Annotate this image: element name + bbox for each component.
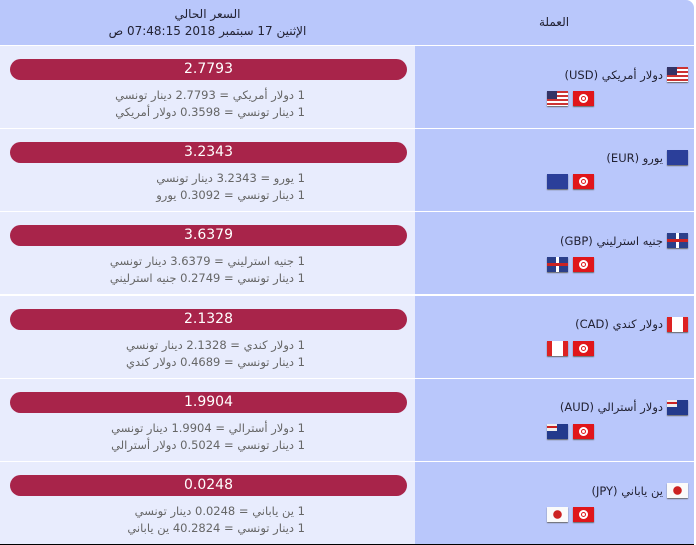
flag-pair bbox=[547, 91, 594, 106]
usd-flag-icon bbox=[667, 67, 688, 82]
aud-flag-icon bbox=[667, 399, 688, 415]
rate-cell: 2.1328 1 دولار كندي = 2.1328 دينار تونسي… bbox=[0, 295, 415, 378]
table-header: السعر الحالي الإثنين 17 سبتمبر 2018 07:4… bbox=[0, 0, 694, 45]
rate-bar: 3.6379 bbox=[10, 225, 407, 247]
cad-flag-icon bbox=[667, 316, 688, 332]
table-row: 3.2343 1 يورو = 3.2343 دينار تونسي 1 دين… bbox=[0, 128, 694, 212]
currency-name[interactable]: دولار أسترالي (AUD) bbox=[559, 399, 688, 415]
conversion-line: 1 دولار أمريكي = 2.7793 دينار تونسي bbox=[115, 88, 305, 102]
rate-bar: 2.1328 bbox=[10, 308, 407, 330]
gbp-flag-icon bbox=[667, 233, 688, 249]
conversion-line: 1 دولار أسترالي = 1.9904 دينار تونسي bbox=[111, 420, 305, 435]
currency-cell: دولار أمريكي (USD) bbox=[415, 46, 694, 128]
eur-flag-icon[interactable] bbox=[547, 174, 568, 190]
cad-flag-icon[interactable] bbox=[547, 340, 568, 356]
flag-pair bbox=[547, 507, 594, 522]
rate-bar: 1.9904 bbox=[10, 391, 407, 413]
currency-label: دولار أسترالي (AUD) bbox=[559, 400, 663, 415]
currency-cell: دولار أسترالي (AUD) bbox=[415, 378, 694, 461]
tunisia-flag-icon[interactable] bbox=[573, 507, 594, 522]
conversion-line: 1 دينار تونسي = 0.3598 دولار أمريكي bbox=[115, 105, 305, 119]
rate-cell: 2.7793 1 دولار أمريكي = 2.7793 دينار تون… bbox=[0, 46, 415, 128]
current-price-label: السعر الحالي bbox=[174, 7, 241, 21]
conversion-line: 1 دولار كندي = 2.1328 دينار تونسي bbox=[126, 337, 305, 352]
table-row: 2.7793 1 دولار أمريكي = 2.7793 دينار تون… bbox=[0, 45, 694, 128]
conversion-line: 1 دينار تونسي = 40.2824 ين ياباني bbox=[127, 521, 305, 535]
currency-label: دولار كندي (CAD) bbox=[575, 317, 663, 332]
currency-name[interactable]: دولار كندي (CAD) bbox=[575, 316, 688, 332]
conversion-line: 1 دينار تونسي = 0.2749 جنيه استرليني bbox=[109, 271, 305, 286]
tunisia-flag-icon[interactable] bbox=[573, 174, 594, 190]
tunisia-flag-icon[interactable] bbox=[573, 91, 594, 106]
rate-bar: 3.2343 bbox=[10, 142, 407, 164]
jpy-flag-icon bbox=[667, 483, 688, 498]
rate-cell: 3.6379 1 جنيه استرليني = 3.6379 دينار تو… bbox=[0, 212, 415, 295]
currency-name[interactable]: جنيه استرليني (GBP) bbox=[560, 233, 688, 249]
currency-name[interactable]: دولار أمريكي (USD) bbox=[564, 67, 688, 82]
current-price-header: السعر الحالي الإثنين 17 سبتمبر 2018 07:4… bbox=[0, 6, 415, 40]
rate-cell: 0.0248 1 ين ياباني = 0.0248 دينار تونسي … bbox=[0, 462, 415, 544]
currency-label: يورو (EUR) bbox=[606, 150, 663, 165]
conversion-line: 1 يورو = 3.2343 دينار تونسي bbox=[156, 171, 305, 186]
rate-cell: 3.2343 1 يورو = 3.2343 دينار تونسي 1 دين… bbox=[0, 129, 415, 212]
table-row: 1.9904 1 دولار أسترالي = 1.9904 دينار تو… bbox=[0, 377, 694, 461]
currency-label: ين ياباني (JPY) bbox=[591, 483, 663, 498]
gbp-flag-icon[interactable] bbox=[547, 257, 568, 273]
table-row: 2.1328 1 دولار كندي = 2.1328 دينار تونسي… bbox=[0, 294, 694, 378]
currency-column-header: العملة bbox=[538, 15, 570, 29]
datetime: الإثنين 17 سبتمبر 2018 07:48:15 ص bbox=[108, 24, 307, 38]
conversion-line: 1 جنيه استرليني = 3.6379 دينار تونسي bbox=[109, 254, 305, 269]
currency-cell: جنيه استرليني (GBP) bbox=[415, 212, 694, 295]
currency-name[interactable]: يورو (EUR) bbox=[606, 150, 688, 166]
jpy-flag-icon[interactable] bbox=[547, 507, 568, 522]
table-row: 3.6379 1 جنيه استرليني = 3.6379 دينار تو… bbox=[0, 211, 694, 295]
flag-pair bbox=[547, 174, 594, 190]
aud-flag-icon[interactable] bbox=[547, 423, 568, 439]
rate-cell: 1.9904 1 دولار أسترالي = 1.9904 دينار تو… bbox=[0, 378, 415, 461]
conversion-line: 1 دينار تونسي = 0.5024 دولار أسترالي bbox=[111, 437, 305, 452]
currency-cell: ين ياباني (JPY) bbox=[415, 462, 694, 544]
flag-pair bbox=[547, 423, 594, 439]
usd-flag-icon[interactable] bbox=[547, 91, 568, 106]
currency-label: جنيه استرليني (GBP) bbox=[560, 233, 663, 248]
currency-label: دولار أمريكي (USD) bbox=[564, 67, 664, 82]
currency-cell: يورو (EUR) bbox=[415, 129, 694, 212]
eur-flag-icon bbox=[667, 150, 688, 166]
conversion-line: 1 دينار تونسي = 0.4689 دولار كندي bbox=[126, 354, 305, 369]
conversion-line: 1 دينار تونسي = 0.3092 يورو bbox=[156, 188, 305, 203]
table-row: 0.0248 1 ين ياباني = 0.0248 دينار تونسي … bbox=[0, 461, 694, 544]
currency-name[interactable]: ين ياباني (JPY) bbox=[591, 483, 688, 498]
currency-cell: دولار كندي (CAD) bbox=[415, 295, 694, 378]
flag-pair bbox=[547, 257, 594, 273]
rate-bar: 0.0248 bbox=[10, 475, 407, 496]
conversion-line: 1 ين ياباني = 0.0248 دينار تونسي bbox=[134, 504, 305, 518]
tunisia-flag-icon[interactable] bbox=[573, 340, 594, 356]
tunisia-flag-icon[interactable] bbox=[573, 423, 594, 439]
tunisia-flag-icon[interactable] bbox=[573, 257, 594, 273]
rate-bar: 2.7793 bbox=[10, 59, 407, 80]
flag-pair bbox=[547, 340, 594, 356]
